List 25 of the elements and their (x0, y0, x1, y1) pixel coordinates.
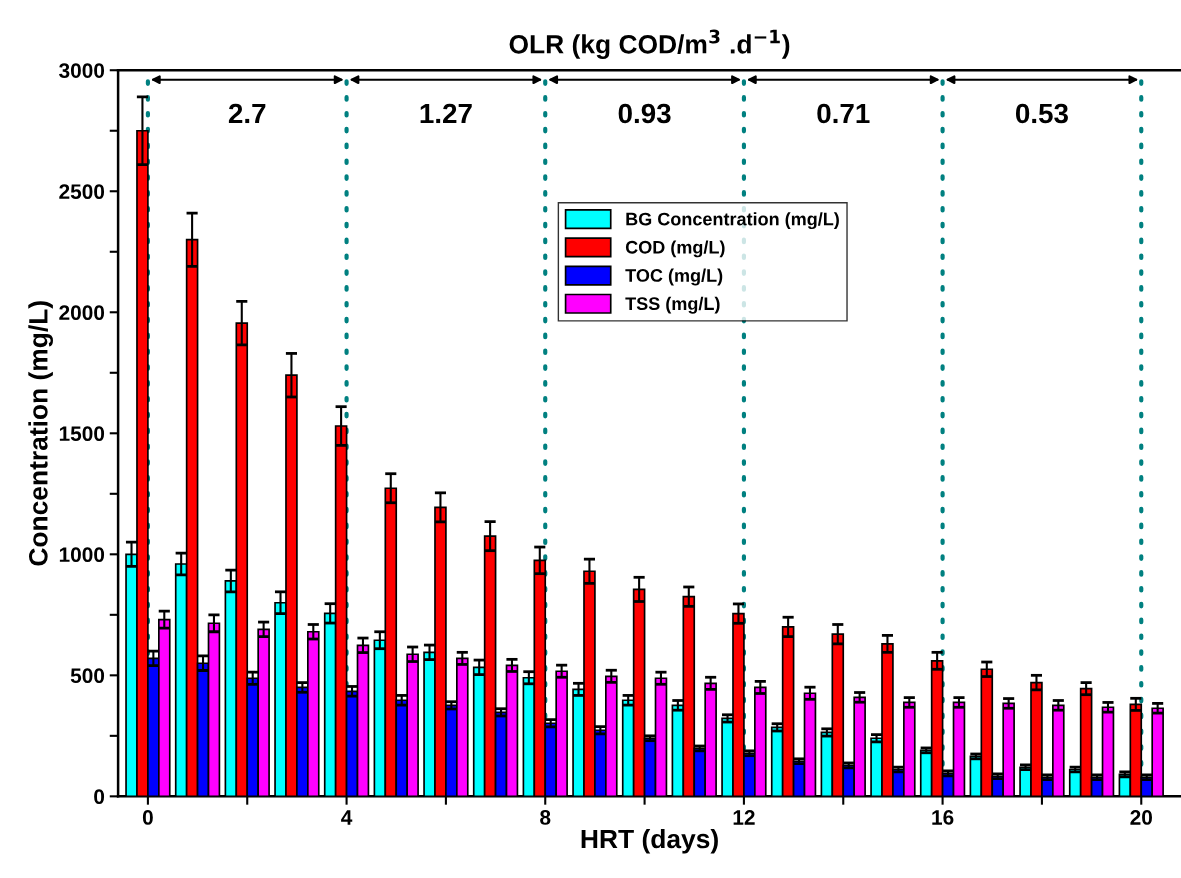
annotation: 0.53 (1016, 103, 1068, 124)
x-tick-label: 20 (1130, 810, 1152, 825)
x-tick-label: 16 (932, 810, 954, 825)
annotation: 1.27 (420, 103, 472, 124)
x-tick-label: 4 (341, 810, 353, 825)
x-tick-label: 0 (142, 810, 153, 825)
y-tick-label: 1000 (59, 547, 105, 563)
annotation: 0.93 (618, 103, 671, 124)
x-tick-label: 12 (733, 810, 755, 825)
y-axis-title: Concentration (mg/L) (28, 301, 54, 566)
y-tick-label: 2500 (59, 184, 105, 200)
x-axis-title: HRT (days) (581, 828, 718, 854)
chart-title: OLR (kg COD/m$^{3}$ .d$^{−1}$) (509, 29, 790, 59)
x-tick-label: 8 (540, 810, 551, 825)
annotation: 2.7 (228, 103, 266, 124)
annotation: 0.71 (817, 103, 870, 124)
y-tick-label: 3000 (59, 63, 105, 79)
y-tick-label: 1500 (59, 426, 105, 442)
legend-label: COD (mg/L) (625, 240, 725, 258)
y-tick-label: 0 (94, 789, 105, 805)
legend-label: TOC (mg/L) (625, 268, 723, 286)
y-tick-label: 2000 (59, 305, 105, 321)
y-tick-label: 500 (70, 668, 105, 684)
legend-label: TSS (mg/L) (625, 296, 720, 314)
legend-label: BG Concentration (mg/L) (626, 212, 839, 230)
